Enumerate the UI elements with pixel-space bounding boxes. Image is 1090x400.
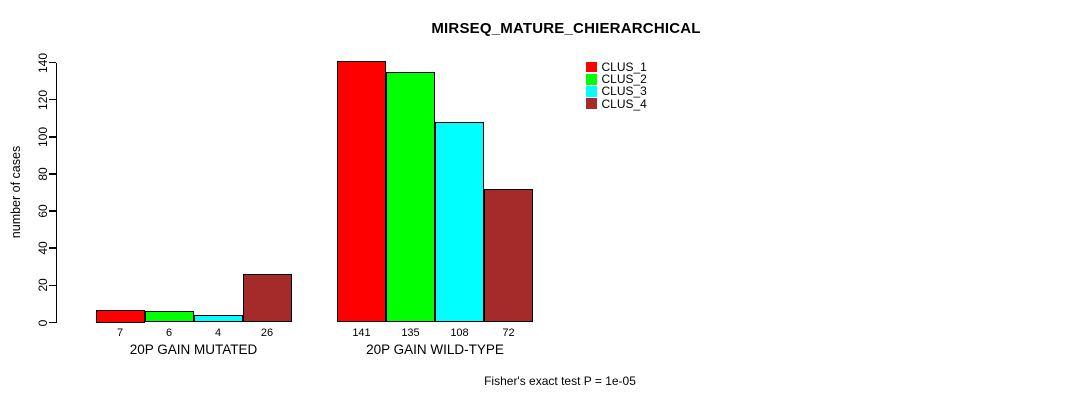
category-label: 20P GAIN MUTATED: [129, 342, 258, 357]
legend-swatch-clus_3: [586, 86, 597, 97]
legend-swatch-clus_4: [586, 98, 597, 109]
bar-clus_3-group1: [193, 315, 243, 323]
y-axis-tick: [49, 98, 56, 101]
y-axis-tick: [49, 247, 56, 249]
bar-clus_4-group2: [484, 188, 533, 323]
legend-label: CLUS_1: [601, 60, 647, 75]
y-axis-tick-label: 20: [36, 278, 50, 293]
bar-clus_2-group2: [386, 71, 435, 323]
y-axis-tick-label: 0: [36, 319, 50, 326]
y-axis-tick-label: 140: [36, 52, 50, 73]
category-label: 20P GAIN WILD-TYPE: [366, 342, 504, 357]
y-axis-line: [55, 62, 57, 323]
legend-item: CLUS_2: [586, 72, 647, 87]
bar-clus_1-group1: [95, 309, 145, 323]
bar-value-label: 72: [502, 327, 515, 339]
y-axis-tick-label: 40: [36, 241, 50, 255]
legend: CLUS_1 CLUS_2 CLUS_3 CLUS_4: [586, 60, 647, 111]
legend-item: CLUS_1: [586, 60, 647, 75]
bar-value-label: 26: [260, 327, 274, 339]
legend-item: CLUS_3: [586, 84, 647, 99]
bar-clus_1-group2: [337, 60, 386, 323]
bar-value-label: 108: [450, 327, 469, 339]
y-axis-tick: [49, 210, 56, 212]
chart-title: MIRSEQ_MATURE_CHIERARCHICAL: [431, 20, 701, 37]
y-axis-tick: [49, 284, 56, 287]
legend-label: CLUS_2: [601, 72, 647, 87]
bar-value-label: 4: [214, 327, 222, 339]
bar-clus_2-group1: [144, 311, 194, 323]
y-axis-tick: [49, 173, 56, 175]
y-axis-tick-label: 80: [36, 167, 50, 181]
legend-label: CLUS_3: [601, 84, 647, 99]
y-axis-tick: [49, 136, 56, 138]
bar-value-label: 7: [116, 327, 124, 339]
y-axis-label: number of cases: [9, 145, 23, 239]
bar-value-label: 135: [401, 327, 420, 339]
y-axis-tick: [49, 61, 56, 64]
legend-label: CLUS_4: [601, 96, 647, 111]
bar-clus_4-group1: [242, 274, 292, 323]
y-axis-tick-label: 100: [36, 126, 50, 147]
legend-swatch-clus_2: [586, 74, 597, 85]
y-axis-tick: [49, 321, 56, 324]
y-axis-tick-label: 60: [36, 204, 50, 218]
legend-swatch-clus_1: [586, 61, 597, 73]
bar-value-label: 6: [165, 327, 173, 339]
bar-value-label: 141: [352, 327, 371, 339]
y-axis-tick-label: 120: [36, 89, 50, 110]
fisher-test-annotation: Fisher's exact test P = 1e-05: [484, 374, 636, 388]
legend-item: CLUS_4: [586, 96, 647, 111]
bar-clus_3-group2: [435, 121, 484, 323]
